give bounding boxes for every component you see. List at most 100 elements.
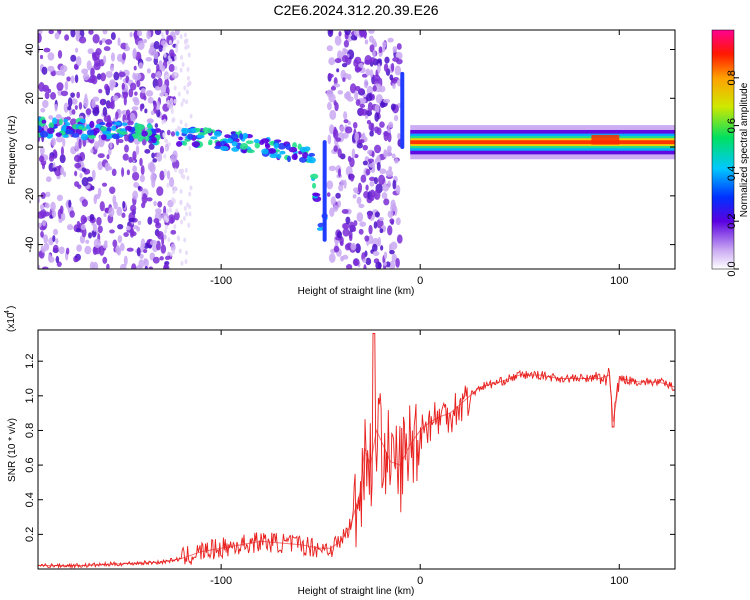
spectrogram-noise-blob: [181, 62, 185, 68]
spectrogram-noise-blob: [155, 100, 161, 111]
spectrogram-noise-blob: [59, 205, 64, 215]
spectrogram-noise-blob: [107, 102, 114, 109]
spectrogram-noise-blob: [79, 173, 83, 179]
spectrogram-noise-blob: [92, 261, 99, 269]
spectrogram-noise-blob: [334, 57, 342, 64]
snr-x-tick-label: -100: [210, 575, 232, 587]
spectrogram-noise-blob: [136, 247, 141, 257]
snr-y-tick-label: 0.2: [24, 527, 36, 542]
spectrogram-noise-blob: [365, 93, 373, 102]
spectrogram-noise-blob: [164, 146, 168, 152]
spectrogram-x-tick-label: 100: [610, 275, 628, 287]
spectrogram-noise-blob: [376, 155, 381, 161]
spectrogram-noise-blob: [63, 102, 69, 113]
spectrogram-noise-blob: [145, 57, 153, 62]
spectrogram-noise-blob: [146, 68, 151, 74]
spectrogram-noise-blob: [175, 44, 179, 50]
spectrogram-noise-blob: [333, 145, 338, 152]
spectrogram-noise-blob: [392, 57, 400, 62]
spectrogram-noise-blob: [376, 161, 381, 171]
spectrogram-noise-blob: [165, 30, 169, 36]
spectrogram-noise-blob: [163, 215, 167, 221]
spectrogram-noise-blob: [354, 131, 359, 142]
spectrogram-y-tick-label: 0: [24, 144, 36, 150]
spectrogram-noise-blob: [341, 208, 349, 214]
spectrogram-noise-blob: [383, 198, 390, 206]
spectrogram-noise-blob: [186, 175, 190, 181]
spectrogram-ridge-blob: [125, 125, 133, 131]
spectrogram-noise-blob: [103, 55, 107, 64]
spectrogram-noise-blob: [56, 82, 64, 91]
spectrogram-noise-blob: [50, 201, 56, 212]
spectrogram-noise-blob: [106, 263, 110, 269]
spectrogram-noise-blob: [38, 222, 42, 228]
spectrogram-noise-blob: [155, 208, 162, 214]
snr-series-noise-trace: [38, 333, 675, 569]
spectrogram-ridge-blob: [285, 143, 291, 150]
spectrogram-y-label: Frequency (Hz): [7, 116, 18, 185]
spectrogram-noise-blob: [166, 129, 171, 136]
spectrogram-noise-blob: [183, 237, 187, 243]
spectrogram-noise-blob: [172, 117, 176, 123]
spectrogram-ridge-blob: [137, 137, 143, 142]
spectrogram-noise-blob: [50, 92, 57, 100]
spectrogram-noise-blob: [369, 130, 374, 137]
spectrogram-noise-blob: [396, 234, 403, 244]
snr-y-scale-close: ): [6, 306, 17, 309]
spectrogram-noise-blob: [152, 256, 160, 264]
spectrogram-ridge-blob: [119, 131, 128, 135]
spectrogram-noise-blob: [367, 212, 372, 220]
spectrogram-noise-blob: [175, 47, 179, 53]
spectrogram-noise-blob: [100, 99, 105, 106]
spectrogram-noise-blob: [338, 31, 342, 37]
spectrogram-noise-blob: [70, 75, 75, 84]
spectrogram-noise-blob: [104, 162, 111, 172]
spectrogram-noise-blob: [41, 162, 45, 170]
spectrogram-noise-blob: [41, 66, 48, 75]
spectrogram-noise-blob: [185, 38, 189, 44]
spectrogram-noise-blob: [78, 36, 87, 44]
spectrogram-noise-blob: [78, 138, 82, 150]
spectrogram-noise-blob: [110, 52, 115, 62]
spectrogram-noise-blob: [387, 180, 391, 188]
spectrogram-noise-blob: [345, 216, 351, 225]
spectrogram-noise-blob: [180, 54, 184, 60]
spectrogram-noise-blob: [109, 186, 116, 195]
spectrogram-noise-blob: [91, 229, 97, 238]
spectrogram-noise-blob: [162, 263, 170, 269]
snr-frame: [37, 329, 676, 570]
colorbar-tick-label: 0.2: [726, 214, 738, 229]
spectrogram-noise-blob: [86, 215, 91, 221]
spectrogram-noise-blob: [350, 34, 358, 41]
spectrogram-ridge-blob: [261, 148, 269, 155]
spectrogram-noise-blob: [90, 67, 95, 78]
spectrogram-noise-blob: [174, 65, 178, 71]
spectrogram-noise-blob: [369, 180, 375, 187]
spectrogram-ridge-blob: [128, 135, 134, 142]
spectrogram-ridge-blob: [230, 133, 239, 140]
spectrogram-noise-blob: [329, 109, 337, 120]
spectrogram-noise-blob: [368, 35, 374, 43]
spectrogram-noise-blob: [131, 263, 137, 269]
spectrogram-noise-blob: [54, 103, 58, 112]
spectrogram-noise-blob: [358, 228, 364, 235]
spectrogram-noise-blob: [339, 125, 345, 133]
spectrogram-noise-blob: [119, 242, 125, 252]
spectrogram-noise-blob: [68, 199, 72, 208]
spectrogram-noise-blob: [184, 250, 188, 256]
spectrogram-ridge-blob: [239, 133, 244, 140]
spectrogram-noise-blob: [107, 114, 111, 124]
spectrogram-noise-blob: [170, 243, 176, 252]
spectrogram-noise-blob: [47, 88, 52, 94]
spectrogram-ridge-blob: [239, 143, 249, 150]
spectrogram-y-tick-label: -20: [24, 188, 36, 204]
spectrogram-ridge-blob: [102, 130, 111, 135]
spectrogram-noise-blob: [123, 232, 129, 237]
spectrogram-noise-blob: [151, 72, 156, 79]
spectrogram-noise-blob: [40, 208, 47, 219]
spectrogram-noise-blob: [358, 203, 365, 209]
spectrogram-noise-blob: [47, 65, 55, 72]
spectrogram-noise-blob: [373, 176, 379, 185]
spectrogram-noise-blob: [167, 237, 171, 243]
